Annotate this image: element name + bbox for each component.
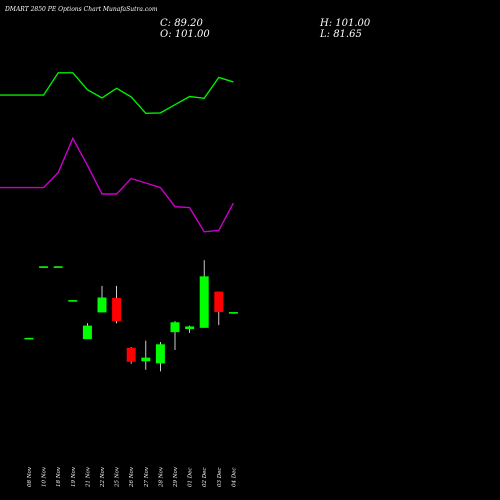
candle-body	[24, 337, 34, 340]
x-tick-label: 02 Dec	[202, 468, 208, 488]
x-tick-label: 22 Nov	[100, 466, 106, 488]
x-tick-label: 19 Nov	[71, 466, 77, 487]
x-tick-label: 27 Nov	[144, 466, 150, 488]
x-axis-labels: 08 Nov 10 Nov 18 Nov 19 Nov 21 Nov 22 Nov 25 N…	[27, 466, 237, 488]
candle-21-nov	[82, 323, 92, 340]
close-value: C: 89.20	[160, 18, 203, 29]
candlesticks	[24, 260, 238, 372]
x-tick-label: 03 Dec	[217, 468, 223, 488]
candle-26-nov	[126, 347, 136, 364]
candle-body	[126, 347, 136, 362]
candle-02-dec	[199, 260, 209, 328]
x-tick-label: 29 Nov	[173, 466, 179, 488]
candle-body	[53, 266, 63, 268]
candle-08-nov	[24, 337, 34, 340]
indicator-lines	[0, 72, 235, 233]
x-tick-label: 18 Nov	[56, 466, 62, 487]
candle-19-nov	[68, 300, 78, 302]
candle-body	[214, 291, 224, 313]
candle-body	[68, 300, 78, 302]
candle-03-dec	[214, 291, 224, 326]
candle-29-nov	[170, 321, 180, 351]
candle-body	[112, 298, 122, 322]
candle-body	[228, 312, 238, 314]
x-tick-label: 26 Nov	[129, 466, 135, 488]
x-tick-label: 10 Nov	[42, 466, 48, 487]
candle-body	[185, 326, 195, 330]
candle-04-dec	[228, 312, 238, 314]
candle-body	[39, 266, 49, 268]
candle-01-dec	[185, 325, 195, 333]
candle-18-nov	[53, 266, 63, 268]
x-tick-label: 01 Dec	[188, 468, 194, 488]
x-tick-label: 08 Nov	[27, 466, 33, 487]
x-tick-label: 04 Dec	[231, 468, 237, 488]
candle-body	[97, 297, 107, 313]
low-value: L: 81.65	[319, 29, 362, 40]
x-tick-label: 25 Nov	[115, 466, 121, 488]
indicator-line-1	[0, 72, 234, 115]
chart-title: DMART 2850 PE Options Chart MunafaSutra.…	[4, 6, 158, 13]
candle-10-nov	[39, 266, 49, 268]
candle-27-nov	[141, 340, 151, 370]
high-value: H: 101.00	[319, 18, 371, 29]
x-tick-label: 21 Nov	[85, 466, 91, 488]
candle-body	[199, 276, 209, 328]
open-value: O: 101.00	[160, 29, 210, 40]
indicator-line-2	[0, 136, 235, 233]
candle-22-nov	[97, 285, 107, 313]
candle-25-nov	[112, 285, 122, 324]
candle-body	[82, 325, 92, 340]
x-tick-label: 28 Nov	[158, 466, 164, 488]
candle-body	[155, 344, 165, 364]
candle-body	[141, 357, 151, 362]
candle-body	[170, 322, 180, 333]
candle-28-nov	[155, 342, 165, 372]
